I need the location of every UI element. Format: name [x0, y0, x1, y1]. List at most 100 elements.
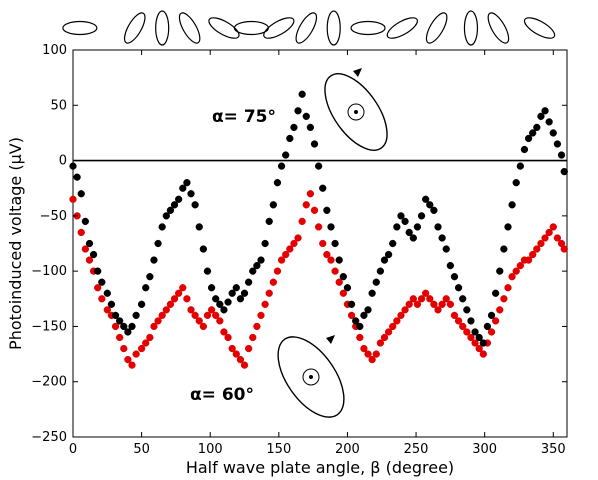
data-point: [128, 361, 136, 369]
data-point: [479, 350, 487, 358]
polarization-ellipse-icon: [233, 20, 269, 36]
data-point: [195, 317, 203, 325]
data-point: [273, 179, 282, 187]
data-point: [516, 162, 524, 170]
data-point: [216, 317, 224, 325]
data-point: [360, 311, 368, 320]
data-point: [294, 107, 302, 115]
data-point: [397, 311, 405, 320]
data-point: [422, 289, 430, 297]
data-point: [277, 256, 286, 264]
y-tick-label: −50: [40, 209, 67, 224]
data-point: [545, 228, 553, 237]
data-point: [487, 311, 496, 320]
data-point: [413, 223, 422, 231]
data-point: [240, 289, 249, 297]
data-point: [368, 289, 376, 297]
data-point: [442, 245, 450, 253]
data-point: [467, 333, 475, 342]
data-point: [516, 261, 524, 270]
data-point: [302, 201, 310, 209]
data-point: [224, 333, 232, 342]
data-point: [380, 256, 389, 264]
polarization-icons: [62, 10, 556, 46]
x-tick-label: 0: [69, 442, 77, 457]
data-point: [175, 195, 183, 203]
data-point: [244, 278, 253, 286]
data-point: [545, 118, 553, 126]
data-point: [94, 284, 102, 292]
data-point: [137, 344, 146, 353]
y-tick-label: −250: [31, 430, 67, 445]
annotation-alpha-60: α= 60°: [190, 385, 254, 405]
data-point: [471, 328, 479, 336]
data-point: [124, 355, 132, 364]
data-point: [187, 306, 195, 314]
data-point: [430, 206, 438, 214]
data-point: [323, 206, 331, 214]
y-tick-label: −150: [31, 319, 67, 334]
data-point: [203, 267, 212, 275]
data-point: [479, 339, 487, 347]
x-tick-label: 250: [404, 442, 429, 457]
ellipse-outline: [523, 17, 556, 39]
data-point: [116, 317, 124, 325]
data-point: [146, 273, 154, 281]
data-point: [356, 333, 364, 342]
data-point: [220, 306, 228, 314]
data-point: [249, 333, 257, 342]
polarization-ellipse-icon: [463, 10, 479, 46]
data-point: [327, 223, 335, 231]
data-point: [142, 339, 150, 347]
data-point: [491, 289, 500, 297]
data-point: [224, 298, 232, 306]
y-axis-title: Photoinduced voltage (μV): [6, 137, 25, 350]
data-point: [154, 239, 162, 248]
data-point: [232, 284, 240, 292]
data-point: [162, 212, 170, 220]
data-point: [183, 179, 191, 187]
data-point: [166, 300, 175, 308]
data-point: [298, 90, 306, 98]
data-point: [413, 300, 422, 308]
ellipse-outline: [386, 17, 419, 39]
data-point: [199, 322, 208, 331]
plot-area-frame: [72, 49, 568, 438]
data-point: [128, 322, 136, 331]
data-point: [430, 300, 438, 308]
ellipse-outline: [295, 12, 318, 44]
annotations: α= 75° α= 60°: [190, 68, 388, 418]
data-point: [314, 162, 323, 170]
data-point: [549, 223, 557, 231]
data-point: [207, 284, 216, 292]
data-point: [553, 140, 562, 148]
data-point: [170, 201, 179, 209]
data-point: [471, 339, 479, 347]
data-point: [111, 311, 120, 320]
y-tick-label: −100: [31, 264, 67, 279]
data-point: [376, 267, 385, 275]
data-point: [146, 333, 154, 342]
data-point: [541, 234, 549, 242]
data-point: [77, 190, 85, 198]
data-point: [124, 328, 132, 336]
data-point: [81, 217, 89, 226]
data-point: [69, 162, 77, 170]
data-point: [212, 295, 220, 303]
data-point: [150, 256, 158, 264]
data-point: [450, 311, 459, 320]
data-point: [236, 295, 245, 303]
data-point: [459, 322, 467, 331]
polarization-ellipse-icon: [350, 20, 386, 36]
data-point: [364, 350, 372, 358]
inset-ellipse: [277, 336, 345, 418]
data-point: [331, 267, 339, 275]
data-point: [397, 212, 405, 220]
data-point: [294, 234, 302, 242]
data-point: [228, 289, 236, 297]
data-point: [508, 273, 516, 281]
data-point: [187, 190, 195, 198]
data-point: [290, 239, 298, 248]
data-point: [154, 317, 162, 325]
data-point: [212, 311, 220, 320]
